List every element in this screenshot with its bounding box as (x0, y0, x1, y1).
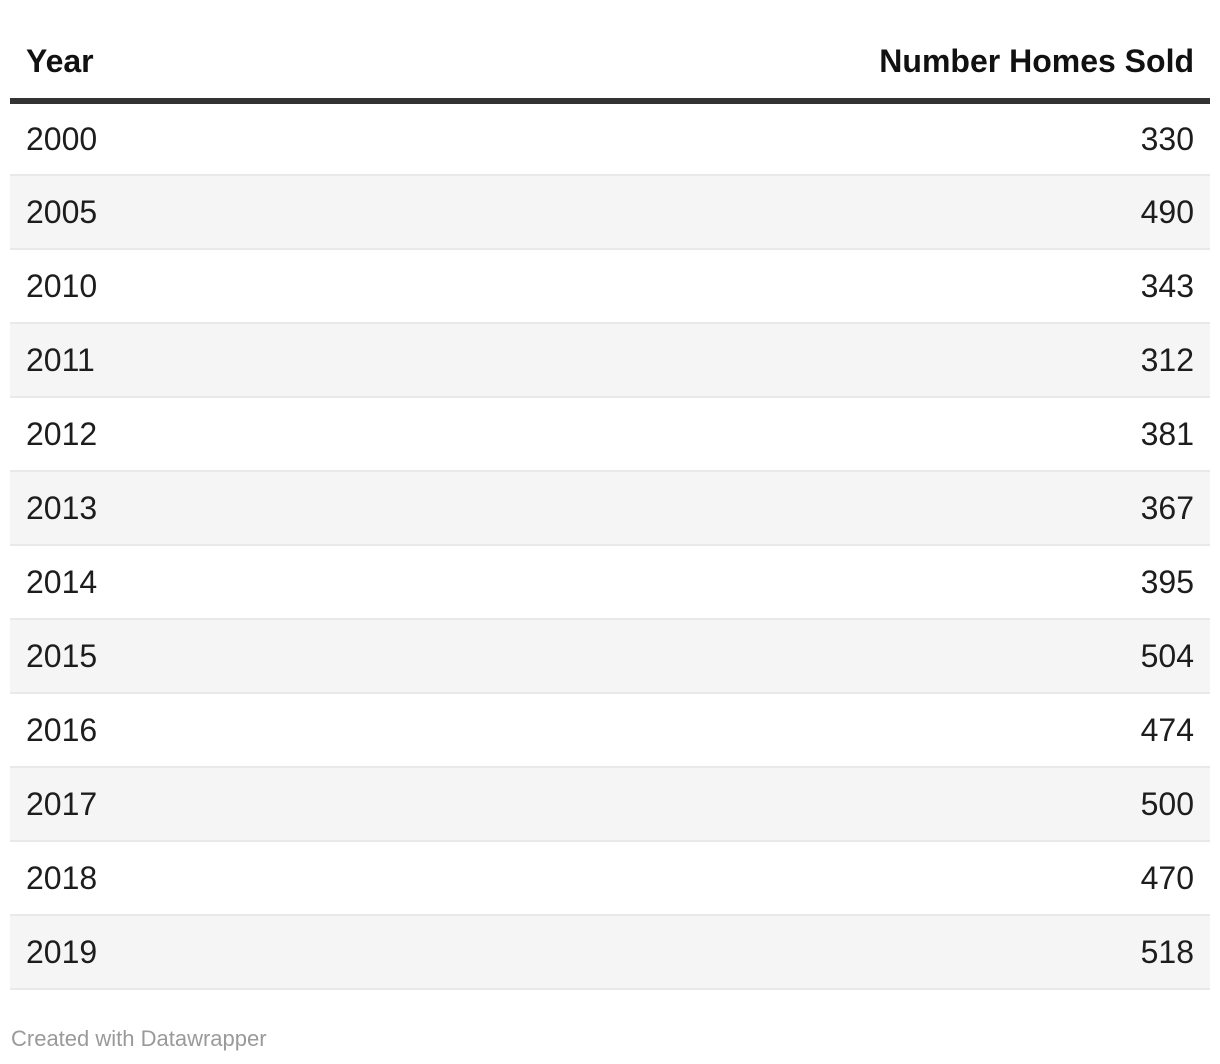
datawrapper-credit-link[interactable]: Created with Datawrapper (11, 1026, 267, 1051)
year-cell: 2000 (26, 121, 98, 157)
homes-sold-cell: 367 (1140, 490, 1194, 526)
table-row: 2000 330 (10, 101, 1210, 175)
year-cell: 2010 (26, 268, 98, 304)
year-cell: 2012 (26, 416, 98, 452)
data-table: Year Number Homes Sold 2000 330 2005 490 201… (10, 0, 1210, 990)
table-body: 2000 330 2005 490 2010 343 2011 312 2012 381 2013 3… (10, 101, 1210, 989)
homes-sold-cell: 490 (1140, 194, 1194, 230)
homes-sold-cell: 500 (1140, 786, 1194, 822)
table-row: 2017 500 (10, 767, 1210, 841)
year-cell: 2011 (26, 342, 95, 378)
year-cell: 2019 (26, 934, 98, 970)
table-row: 2019 518 (10, 915, 1210, 989)
table-row: 2015 504 (10, 619, 1210, 693)
year-cell: 2013 (26, 490, 98, 526)
homes-sold-cell: 312 (1140, 342, 1194, 378)
homes-sold-cell: 474 (1140, 712, 1194, 748)
table-row: 2013 367 (10, 471, 1210, 545)
table-row: 2012 381 (10, 397, 1210, 471)
homes-sold-cell: 330 (1140, 121, 1194, 157)
table-row: 2014 395 (10, 545, 1210, 619)
header-row: Year Number Homes Sold (10, 0, 1210, 104)
year-cell: 2014 (26, 564, 98, 600)
year-cell: 2017 (26, 786, 98, 822)
homes-sold-cell: 470 (1140, 860, 1194, 896)
data-table-container: Year Number Homes Sold 2000 330 2005 490 201… (10, 0, 1210, 990)
homes-sold-cell: 381 (1140, 416, 1194, 452)
table-row: 2018 470 (10, 841, 1210, 915)
homes-sold-cell: 343 (1140, 268, 1194, 304)
table-row: 2011 312 (10, 323, 1210, 397)
homes-sold-cell: 518 (1140, 934, 1194, 970)
column-header-year: Year (10, 0, 286, 104)
homes-sold-cell: 395 (1140, 564, 1194, 600)
column-header-number-homes-sold: Number Homes Sold (285, 0, 1210, 104)
table-row: 2005 490 (10, 175, 1210, 249)
year-cell: 2018 (26, 860, 98, 896)
year-cell: 2005 (26, 194, 98, 230)
homes-sold-cell: 504 (1140, 638, 1194, 674)
table-row: 2010 343 (10, 249, 1210, 323)
table-row: 2016 474 (10, 693, 1210, 767)
year-cell: 2016 (26, 712, 98, 748)
year-cell: 2015 (26, 638, 98, 674)
attribution-footer: Created with Datawrapper (11, 1026, 1220, 1052)
